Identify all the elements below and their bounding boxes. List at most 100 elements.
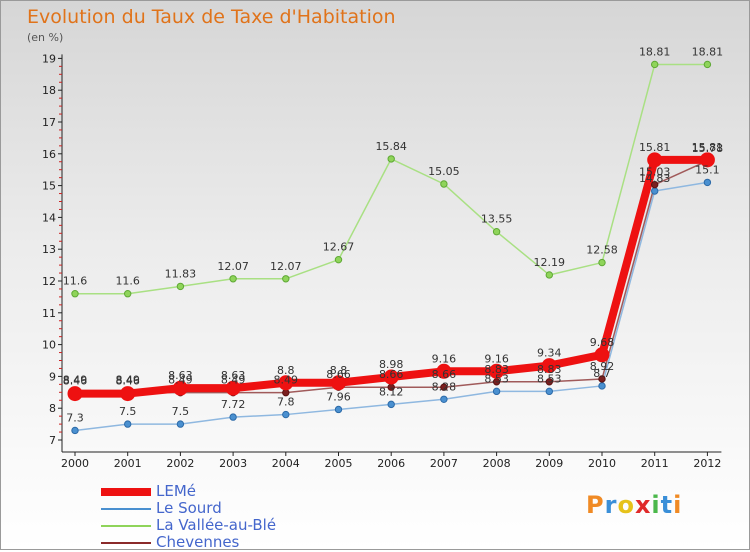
data-label: 8.28	[432, 380, 457, 393]
data-point	[651, 60, 659, 69]
chart-subtitle: (en %)	[27, 31, 64, 44]
logo-letter: r	[604, 491, 618, 519]
y-tick-label: 11	[42, 307, 56, 320]
data-point	[647, 152, 663, 168]
data-point	[492, 228, 501, 236]
data-point	[598, 375, 606, 383]
data-point	[440, 180, 448, 188]
data-label: 13.55	[481, 213, 513, 226]
data-point	[545, 378, 553, 386]
data-label: 9.16	[484, 352, 509, 365]
series-line	[75, 63, 708, 295]
data-label: 18.81	[639, 45, 671, 58]
x-tick-label: 2004	[272, 457, 300, 470]
data-label: 8.63	[168, 369, 193, 382]
y-tick-label: 18	[42, 84, 56, 97]
data-label: 9.34	[537, 347, 562, 360]
data-point	[331, 375, 346, 391]
data-point	[172, 380, 188, 396]
data-point	[436, 363, 452, 379]
data-point	[651, 187, 659, 195]
data-label: 15.81	[692, 141, 724, 154]
data-label: 14.83	[639, 172, 671, 185]
x-tick-label: 2006	[377, 457, 405, 470]
x-tick-label: 2007	[430, 457, 458, 470]
data-point	[71, 290, 79, 298]
data-label: 15.81	[639, 141, 671, 154]
data-label: 8.8	[277, 364, 295, 377]
y-tick-label: 16	[42, 148, 56, 161]
x-tick-label: 2009	[535, 457, 563, 470]
legend-swatch	[101, 508, 151, 510]
data-point	[334, 405, 343, 414]
x-tick-label: 2008	[483, 457, 511, 470]
data-point	[124, 420, 132, 428]
x-tick-label: 2010	[588, 457, 616, 470]
data-label: 8.92	[590, 360, 615, 373]
data-point	[545, 387, 553, 396]
data-label: 8.83	[484, 363, 509, 376]
logo-letter: i	[673, 491, 683, 519]
data-label: 8.53	[484, 372, 509, 385]
logo-letter: P	[586, 491, 605, 519]
data-label: 8.46	[63, 375, 88, 388]
data-label: 15.05	[428, 165, 460, 178]
data-point	[598, 382, 606, 390]
data-label: 8.8	[330, 364, 348, 377]
data-label: 8.66	[326, 368, 351, 381]
data-label: 8.49	[221, 374, 246, 387]
y-tick-label: 9	[49, 370, 56, 383]
y-tick-label: 15	[42, 180, 56, 193]
data-label: 8.12	[379, 385, 404, 398]
y-tick-label: 12	[42, 275, 56, 288]
data-point	[598, 258, 606, 267]
data-label: 8.49	[274, 374, 299, 387]
data-point	[67, 386, 83, 402]
data-point	[225, 380, 241, 396]
x-tick-label: 2012	[693, 457, 721, 470]
data-label: 8.53	[537, 372, 562, 385]
data-label: 12.58	[586, 244, 618, 257]
data-label: 15.1	[695, 163, 720, 176]
x-tick-label: 2001	[114, 457, 142, 470]
data-point	[176, 282, 185, 291]
data-point	[334, 255, 343, 264]
data-label: 8.46	[115, 375, 140, 388]
data-label: 11.6	[63, 275, 88, 288]
proxiti-logo: Proxiti	[586, 491, 682, 519]
data-label: 8.66	[432, 368, 457, 381]
data-point	[594, 347, 610, 363]
data-point	[120, 386, 136, 402]
data-label: 8.63	[221, 369, 246, 382]
data-label: 7.5	[119, 405, 137, 418]
data-label: 8.49	[115, 374, 140, 387]
data-point	[387, 400, 395, 409]
data-point	[651, 180, 659, 189]
data-label: 12.07	[217, 260, 249, 273]
data-point	[282, 275, 290, 283]
data-point	[440, 395, 448, 403]
logo-letter: i	[651, 491, 661, 519]
data-point	[699, 152, 715, 168]
data-point	[229, 413, 237, 421]
legend-label: Le Sourd	[156, 499, 222, 517]
data-point	[387, 155, 395, 163]
data-label: 7.72	[221, 398, 246, 411]
data-point	[489, 363, 505, 379]
chart-title: Evolution du Taux de Taxe d'Habitation	[27, 6, 396, 28]
data-label: 8.49	[63, 374, 88, 387]
data-point	[71, 426, 79, 435]
legend-label: LEMé	[156, 482, 197, 500]
data-point	[545, 271, 553, 279]
data-point	[383, 369, 399, 385]
data-label: 8.83	[537, 363, 562, 376]
x-tick-label: 2002	[166, 457, 194, 470]
x-tick-label: 2011	[641, 457, 669, 470]
data-label: 11.83	[165, 267, 197, 280]
data-label: 12.67	[323, 241, 355, 254]
y-tick-label: 7	[49, 434, 56, 447]
data-point	[176, 420, 185, 428]
x-tick-label: 2003	[219, 457, 247, 470]
data-point	[278, 375, 294, 391]
data-label: 8.66	[379, 368, 404, 381]
